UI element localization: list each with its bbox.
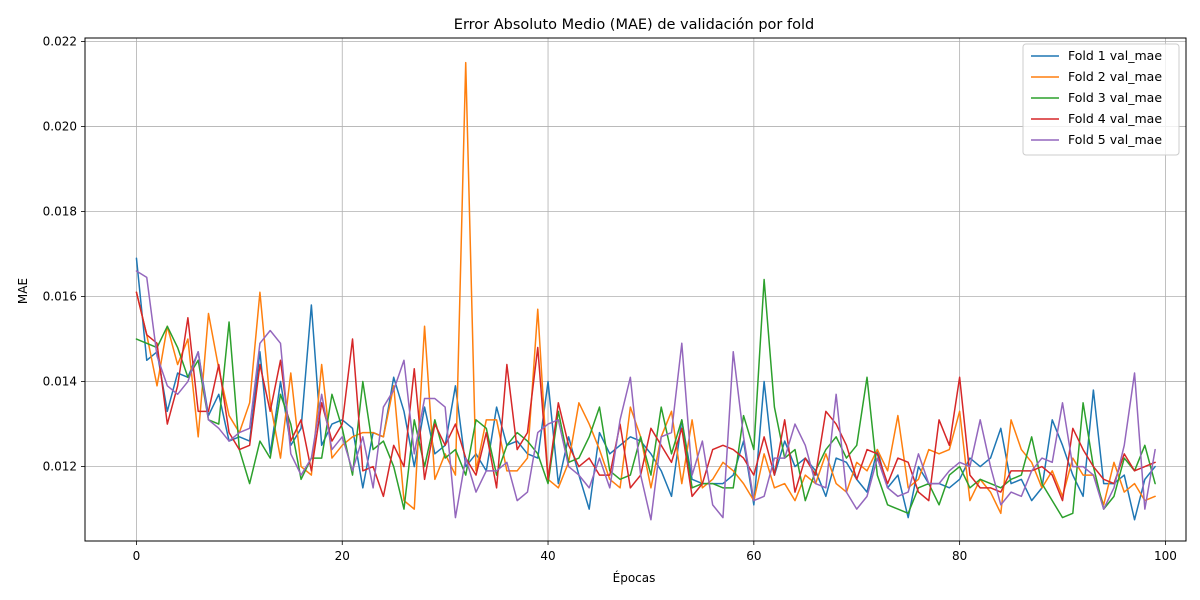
- series-line-fold-5: [135, 270, 1156, 521]
- series-line-fold-4: [135, 291, 1156, 502]
- axis-ticks: 0 20 40 60 80 100 0.012 0.014 0.016 0.018 0.020 0.0…: [43, 34, 1177, 563]
- legend-label: Fold 3 val_mae: [1068, 90, 1162, 105]
- legend-entry: Fold 3 val_mae: [1031, 90, 1162, 105]
- x-tick-label: 80: [952, 549, 967, 563]
- y-tick-label: 0.012: [43, 460, 77, 474]
- legend-entry: Fold 1 val_mae: [1031, 48, 1162, 63]
- x-tick-label: 20: [335, 549, 350, 563]
- y-tick-label: 0.022: [43, 34, 77, 48]
- legend-label: Fold 2 val_mae: [1068, 69, 1162, 84]
- series-lines: [135, 61, 1156, 521]
- legend-label: Fold 4 val_mae: [1068, 111, 1162, 126]
- x-tick-label: 60: [746, 549, 761, 563]
- legend-entry: Fold 2 val_mae: [1031, 69, 1162, 84]
- legend-box: [1022, 43, 1180, 156]
- legend: Fold 1 val_mae Fold 2 val_mae Fold 3 val…: [1022, 43, 1180, 156]
- y-tick-label: 0.018: [43, 204, 77, 218]
- y-tick-label: 0.016: [43, 290, 77, 304]
- y-tick-label: 0.014: [43, 375, 77, 389]
- x-tick-label: 0: [133, 549, 141, 563]
- legend-label: Fold 5 val_mae: [1068, 132, 1162, 147]
- legend-entry: Fold 5 val_mae: [1031, 132, 1162, 147]
- series-line-fold-2: [135, 61, 1156, 515]
- x-tick-label: 40: [540, 549, 555, 563]
- legend-entry: Fold 4 val_mae: [1031, 111, 1162, 126]
- plot-area-frame: [84, 37, 1187, 542]
- chart-title: Error Absoluto Medio (MAE) de validación…: [454, 17, 814, 33]
- y-tick-label: 0.020: [43, 119, 77, 133]
- y-axis-label: MAE: [16, 278, 30, 304]
- x-axis-label: Épocas: [613, 570, 656, 585]
- legend-label: Fold 1 val_mae: [1068, 48, 1162, 63]
- series-line-fold-1: [135, 257, 1156, 521]
- x-tick-label: 100: [1154, 549, 1177, 563]
- series-line-fold-3: [135, 278, 1156, 519]
